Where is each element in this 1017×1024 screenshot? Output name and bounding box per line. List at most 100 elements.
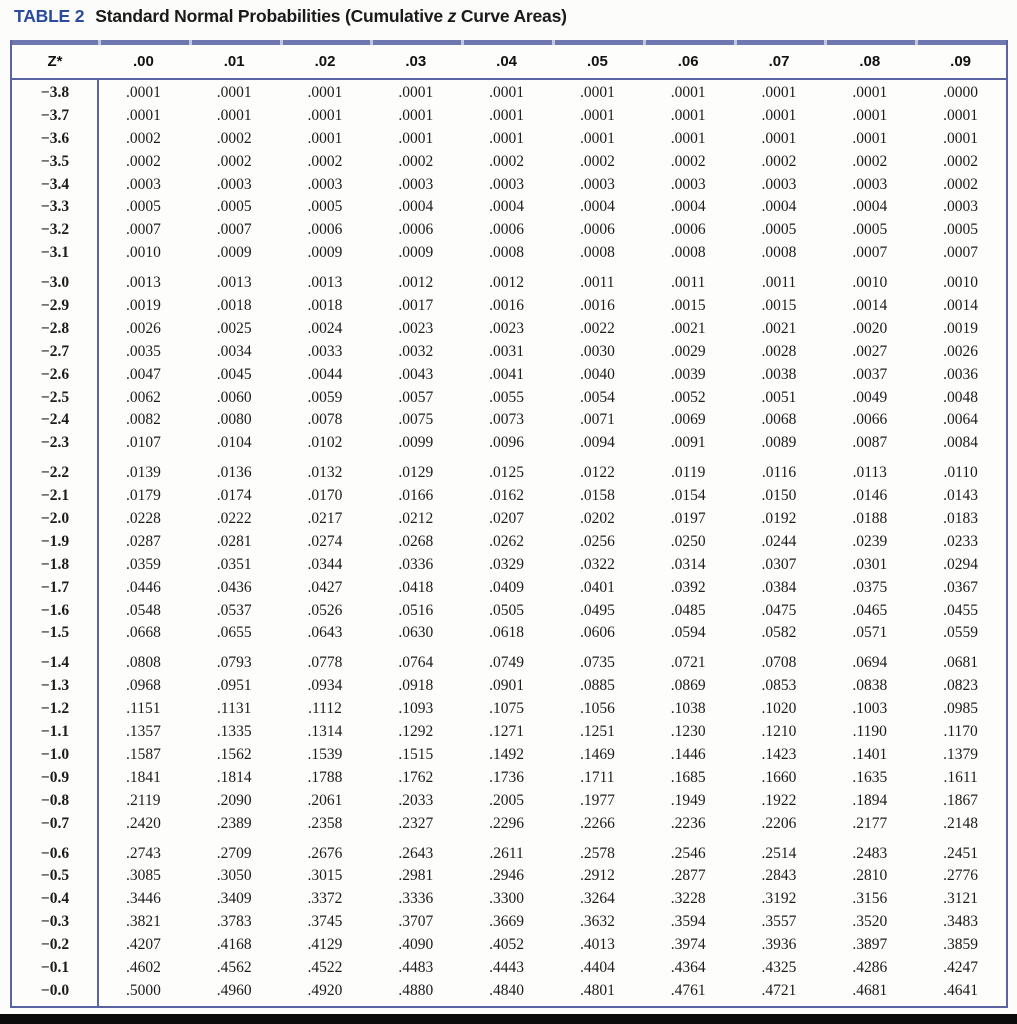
table-cell: .0001 bbox=[125, 84, 161, 101]
z-label: −1.3 bbox=[40, 677, 70, 695]
table-cell: .0475 bbox=[761, 601, 797, 619]
table-cell: .0009 bbox=[216, 244, 252, 262]
table-cell: .0901 bbox=[489, 677, 525, 695]
column-header: .09 bbox=[950, 53, 972, 70]
z-label: −0.3 bbox=[40, 913, 70, 931]
table-cell: .0001 bbox=[761, 84, 797, 101]
table-cell: .0002 bbox=[216, 129, 252, 147]
z-label: −1.2 bbox=[40, 700, 70, 718]
table-cell: .0668 bbox=[125, 624, 161, 642]
z-label: −1.4 bbox=[40, 654, 70, 672]
table-cell: .4325 bbox=[761, 958, 797, 976]
table-cell: .4641 bbox=[943, 981, 979, 999]
table-cell: .2676 bbox=[307, 844, 343, 862]
table-cell: .0004 bbox=[761, 198, 797, 216]
table-cell: .0110 bbox=[943, 464, 978, 482]
table-cell: .0004 bbox=[579, 198, 615, 216]
table-cell: .0192 bbox=[761, 510, 797, 528]
table-cell: .0655 bbox=[216, 624, 252, 642]
table-cell: .0179 bbox=[125, 487, 161, 505]
table-row: −3.2 .0007 .0007 .0006 .0006 .0006 .0006 .0006.… bbox=[12, 219, 1006, 242]
z-label: −2.5 bbox=[40, 388, 70, 406]
table-cell: .0465 bbox=[852, 601, 888, 619]
table-cell: .0054 bbox=[579, 388, 615, 406]
table-cell: .0011 bbox=[580, 274, 615, 292]
table-cell: .0089 bbox=[761, 434, 797, 452]
top-border-segment bbox=[12, 40, 98, 45]
table-cell: .0043 bbox=[398, 365, 434, 383]
table-cell: .0021 bbox=[670, 319, 706, 337]
z-label: −0.5 bbox=[40, 867, 70, 885]
table-cell: .1003 bbox=[852, 700, 888, 718]
table-cell: .0002 bbox=[852, 152, 888, 170]
table-cell: .3300 bbox=[489, 890, 525, 908]
table-row: −0.0 .5000 .4960 .4920 .4880 .4840 .4801 .4761.… bbox=[12, 980, 1006, 1003]
table-cell: .1660 bbox=[761, 768, 797, 786]
column-header: .00 bbox=[132, 53, 154, 70]
table-cell: .0359 bbox=[125, 555, 161, 573]
table-cell: .4090 bbox=[398, 936, 434, 954]
table-cell: .0035 bbox=[125, 342, 161, 360]
table-cell: .0069 bbox=[670, 411, 706, 429]
table-cell: .0003 bbox=[125, 175, 161, 193]
table-cell: .1611 bbox=[943, 768, 978, 786]
table-cell: .0351 bbox=[216, 555, 252, 573]
table-row: −0.7 .2420 .2389 .2358 .2327 .2296 .2266 .2236.… bbox=[12, 813, 1006, 836]
table-cell: .1379 bbox=[943, 745, 979, 763]
table-cell: .1292 bbox=[398, 723, 434, 741]
table-cell: .0015 bbox=[670, 297, 706, 315]
table-title: TABLE 2 Standard Normal Probabilities (Cu… bbox=[14, 6, 567, 27]
table-cell: .0735 bbox=[579, 654, 615, 672]
table-cell: .0009 bbox=[398, 244, 434, 262]
table-cell: .0749 bbox=[489, 654, 525, 672]
table-cell: .0708 bbox=[761, 654, 797, 672]
table-cell: .2546 bbox=[670, 844, 706, 862]
table-cell: .0073 bbox=[489, 411, 525, 429]
table-cell: .0001 bbox=[670, 84, 706, 101]
table-cell: .0028 bbox=[761, 342, 797, 360]
z-label: −3.8 bbox=[40, 84, 70, 101]
table-cell: .1131 bbox=[217, 700, 252, 718]
table-cell: .0001 bbox=[852, 129, 888, 147]
table-cell: .0001 bbox=[398, 106, 434, 124]
table-cell: .4522 bbox=[307, 958, 343, 976]
table-cell: .0643 bbox=[307, 624, 343, 642]
table-cell: .0005 bbox=[307, 198, 343, 216]
table-cell: .0001 bbox=[307, 84, 343, 101]
z-label: −0.2 bbox=[40, 936, 70, 954]
table-cell: .4052 bbox=[489, 936, 525, 954]
table-row: −2.4 .0082 .0080 .0078 .0075 .0073 .0071 .0069.… bbox=[12, 409, 1006, 432]
table-cell: .0146 bbox=[852, 487, 888, 505]
top-border-segment bbox=[101, 40, 189, 45]
table-cell: .0262 bbox=[489, 532, 525, 550]
table-cell: .3745 bbox=[307, 913, 343, 931]
row-group: −1.4 .0808 .0793 .0778 .0764 .0749 .0735 .0721.… bbox=[12, 652, 1006, 835]
table-cell: .0018 bbox=[216, 297, 252, 315]
table-cell: .3483 bbox=[943, 913, 979, 931]
table-cell: .0002 bbox=[216, 152, 252, 170]
z-label: −2.6 bbox=[40, 365, 70, 383]
table-cell: .0002 bbox=[125, 129, 161, 147]
table-cell: .0001 bbox=[852, 106, 888, 124]
table-cell: .0202 bbox=[579, 510, 615, 528]
table-cell: .0314 bbox=[670, 555, 706, 573]
table-cell: .0005 bbox=[943, 221, 979, 239]
table-cell: .4013 bbox=[579, 936, 615, 954]
table-cell: .0003 bbox=[398, 175, 434, 193]
table-cell: .0047 bbox=[125, 365, 161, 383]
table-cell: .0078 bbox=[307, 411, 343, 429]
table-cell: .0038 bbox=[761, 365, 797, 383]
table-cell: .0485 bbox=[670, 601, 706, 619]
table-cell: .0003 bbox=[489, 175, 525, 193]
table-cell: .2514 bbox=[761, 844, 797, 862]
table-cell: .0008 bbox=[489, 244, 525, 262]
table-cell: .0571 bbox=[852, 624, 888, 642]
table-cell: .0006 bbox=[398, 221, 434, 239]
table-row: −0.6 .2743 .2709 .2676 .2643 .2611 .2578 .2546.… bbox=[12, 843, 1006, 866]
table-cell: .0091 bbox=[670, 434, 706, 452]
table-row: −3.6 .0002 .0002 .0001 .0001 .0001 .0001 .0001.… bbox=[12, 128, 1006, 151]
table-cell: .0003 bbox=[943, 198, 979, 216]
table-cell: .0197 bbox=[670, 510, 706, 528]
column-header: .01 bbox=[223, 53, 245, 70]
table-cell: .0044 bbox=[307, 365, 343, 383]
